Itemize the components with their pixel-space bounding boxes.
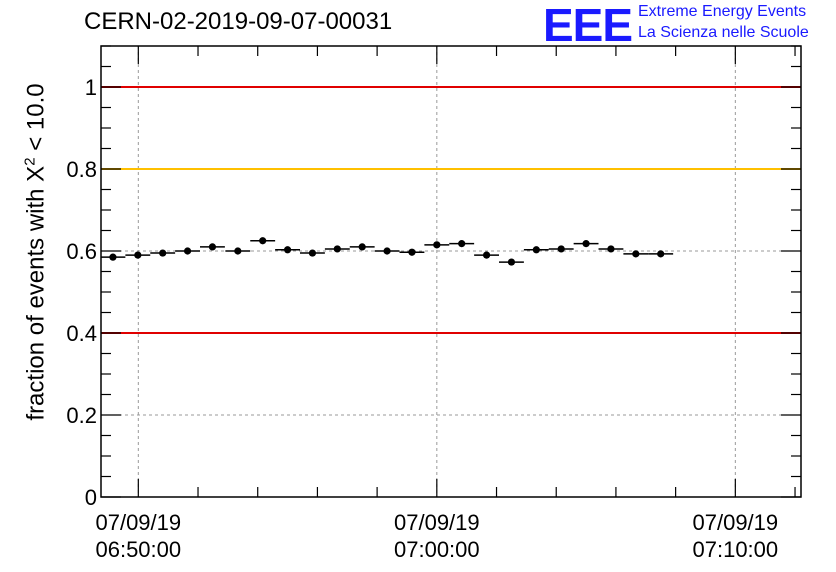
data-point bbox=[234, 247, 242, 255]
data-point bbox=[657, 250, 665, 258]
x-tick-label-date: 07/09/19 bbox=[693, 510, 779, 535]
eee-logo: EEE Extreme Energy Events La Scienza nel… bbox=[543, 0, 833, 51]
y-tick-label: 0 bbox=[85, 485, 97, 510]
data-point bbox=[458, 240, 466, 248]
data-point bbox=[582, 240, 590, 248]
data-point bbox=[358, 243, 366, 251]
y-axis-label-prefix: fraction of events with bbox=[22, 181, 50, 421]
x-tick-label-date: 07/09/19 bbox=[394, 510, 480, 535]
logo-text-line2: La Scienza nelle Scuole bbox=[638, 24, 809, 41]
data-point bbox=[259, 237, 267, 245]
logo-mark: EEE bbox=[543, 0, 633, 51]
data-point bbox=[159, 249, 167, 257]
y-axis-label-symbol: X bbox=[22, 165, 50, 182]
y-tick-label: 1 bbox=[85, 75, 97, 100]
data-point bbox=[109, 253, 117, 261]
y-tick-label: 0.8 bbox=[66, 157, 97, 182]
y-tick-label: 0.2 bbox=[66, 403, 97, 428]
chart-title: CERN-02-2019-09-07-00031 bbox=[84, 8, 393, 35]
data-point bbox=[507, 258, 516, 266]
plot-frame bbox=[100, 45, 802, 498]
x-tick-label-time: 07:10:00 bbox=[693, 537, 779, 562]
data-point bbox=[433, 241, 441, 249]
x-tick-label-time: 06:50:00 bbox=[95, 537, 181, 562]
y-tick-label: 0.4 bbox=[66, 321, 97, 346]
x-tick-label-date: 07/09/19 bbox=[95, 510, 181, 535]
data-point bbox=[308, 249, 317, 257]
data-point bbox=[183, 247, 192, 255]
y-axis-label: fraction of events with X2 < 10.0 bbox=[22, 83, 51, 420]
y-tick-label: 0.6 bbox=[66, 239, 97, 264]
data-point bbox=[283, 246, 292, 254]
data-point bbox=[557, 245, 565, 253]
data-point bbox=[607, 245, 615, 253]
data-point bbox=[134, 251, 142, 259]
y-axis-label-suffix: < 10.0 bbox=[22, 83, 50, 158]
logo-text-line1: Extreme Energy Events bbox=[638, 3, 807, 20]
data-point bbox=[532, 246, 540, 254]
data-point bbox=[383, 247, 391, 255]
x-tick-label-time: 07:00:00 bbox=[394, 537, 480, 562]
data-point bbox=[482, 251, 491, 259]
data-point bbox=[333, 245, 341, 253]
y-axis-label-exponent: 2 bbox=[21, 157, 39, 166]
data-point bbox=[632, 250, 640, 258]
data-point bbox=[408, 248, 416, 256]
data-point bbox=[208, 243, 217, 251]
